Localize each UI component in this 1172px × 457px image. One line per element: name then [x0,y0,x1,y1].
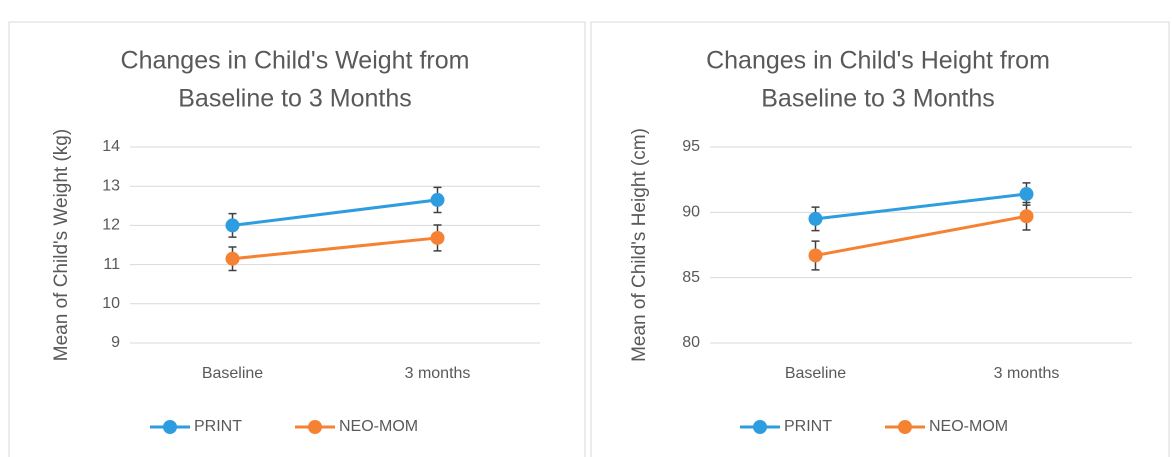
data-point [430,230,445,245]
y-tick-label: 14 [102,138,120,155]
legend-marker [898,420,912,434]
panel-frame [590,21,1170,457]
x-tick-label: Baseline [785,365,846,382]
x-tick-label: 3 months [405,365,471,382]
legend-marker [163,420,177,434]
y-tick-label: 80 [682,334,700,351]
legend-marker [753,420,767,434]
y-tick-label: 12 [102,217,120,234]
chart-title: Changes in Child's Height from [706,47,1050,75]
legend-label: PRINT [194,418,242,435]
legend-label: PRINT [784,418,832,435]
y-tick-label: 11 [103,256,120,273]
series-line [232,236,438,261]
y-tick-label: 10 [102,295,120,312]
data-point [808,248,823,263]
data-point [225,251,240,266]
legend-marker [308,420,322,434]
data-point [225,218,240,233]
data-point [808,211,823,226]
series-line [815,214,1027,257]
chart-title: Baseline to 3 Months [761,85,994,113]
y-tick-label: 9 [111,334,120,351]
series-line [232,198,438,227]
legend-label: NEO-MOM [339,418,418,435]
x-tick-label: Baseline [202,365,263,382]
y-tick-label: 90 [682,204,700,221]
legend-label: NEO-MOM [929,418,1008,435]
series-line [815,192,1027,221]
y-axis-label: Mean of Child's Weight (kg) [51,129,72,361]
y-axis-label: Mean of Child's Height (cm) [629,128,650,362]
y-tick-label: 95 [682,138,700,155]
y-tick-label: 85 [682,269,700,286]
x-tick-label: 3 months [994,365,1060,382]
data-point [1019,209,1034,224]
y-tick-label: 13 [102,177,120,194]
chart-title: Baseline to 3 Months [178,85,411,113]
panel-frame [8,21,586,457]
data-point [430,192,445,207]
data-point [1019,187,1034,202]
chart-title: Changes in Child's Weight from [121,47,470,75]
